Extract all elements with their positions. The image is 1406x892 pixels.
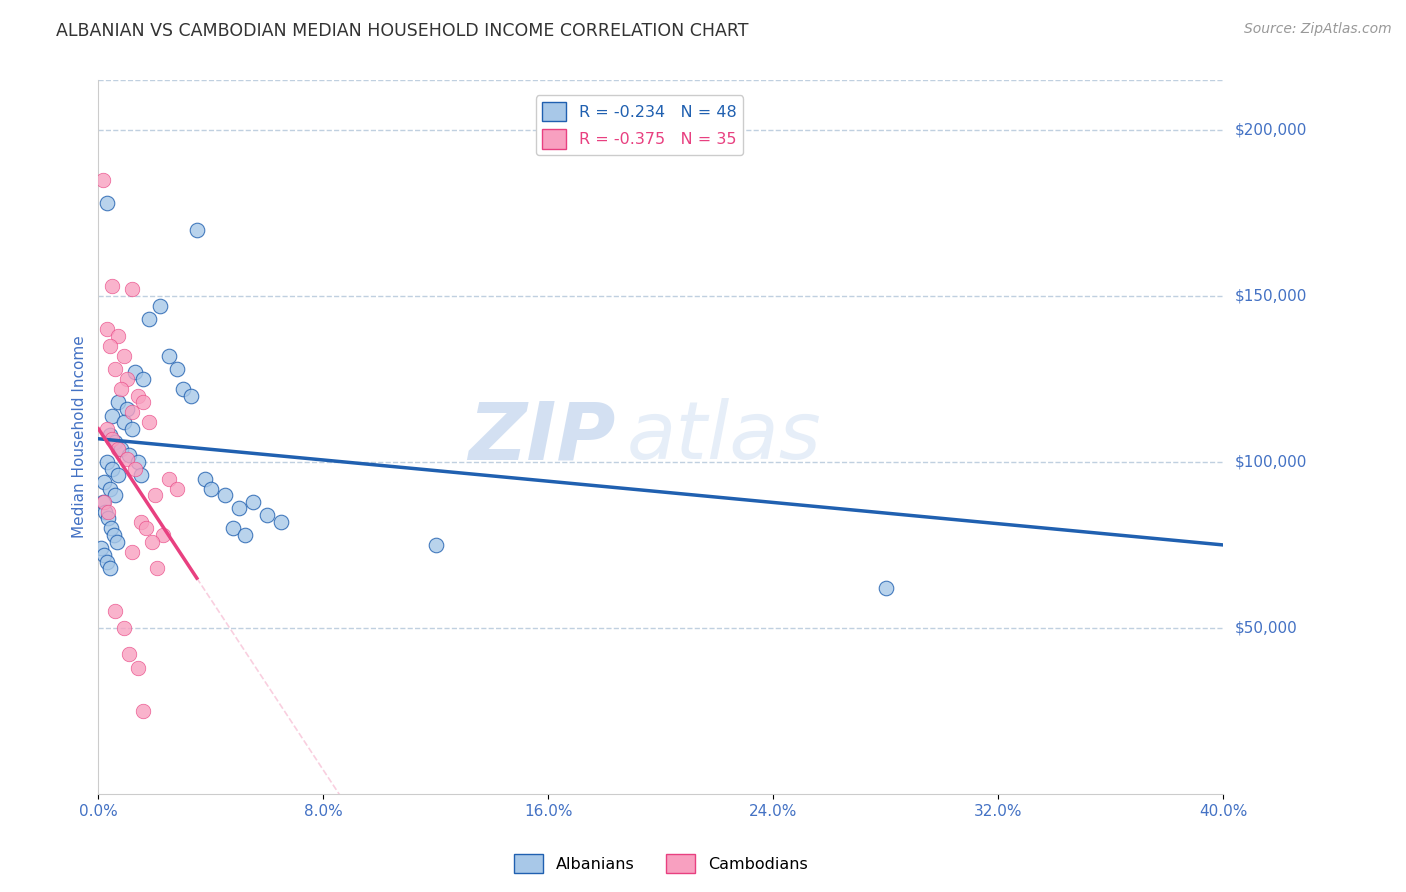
Point bbox=[875, 581, 897, 595]
Point bbox=[152, 528, 174, 542]
Point bbox=[127, 455, 149, 469]
Point bbox=[98, 561, 121, 575]
Point bbox=[93, 548, 115, 562]
Point bbox=[166, 362, 188, 376]
Point bbox=[112, 621, 135, 635]
Point bbox=[112, 349, 135, 363]
Point bbox=[186, 222, 208, 236]
Point bbox=[135, 521, 157, 535]
Point bbox=[157, 349, 180, 363]
Point bbox=[222, 521, 245, 535]
Point bbox=[104, 604, 127, 618]
Text: $100,000: $100,000 bbox=[1234, 454, 1306, 469]
Point bbox=[180, 388, 202, 402]
Point bbox=[107, 329, 129, 343]
Point bbox=[124, 365, 146, 379]
Point bbox=[228, 501, 250, 516]
Point bbox=[90, 541, 112, 556]
Point bbox=[110, 382, 132, 396]
Point bbox=[101, 432, 124, 446]
Point bbox=[91, 173, 114, 187]
Text: $200,000: $200,000 bbox=[1234, 122, 1306, 137]
Point bbox=[98, 482, 121, 496]
Point bbox=[194, 472, 217, 486]
Point bbox=[104, 488, 127, 502]
Point bbox=[110, 442, 132, 456]
Point bbox=[96, 455, 118, 469]
Point bbox=[103, 528, 125, 542]
Point bbox=[157, 472, 180, 486]
Point bbox=[96, 322, 118, 336]
Point bbox=[115, 401, 138, 416]
Point bbox=[138, 312, 160, 326]
Point bbox=[107, 468, 129, 483]
Point bbox=[98, 339, 121, 353]
Point bbox=[172, 382, 194, 396]
Text: ZIP: ZIP bbox=[468, 398, 616, 476]
Point bbox=[129, 515, 152, 529]
Point bbox=[143, 488, 166, 502]
Point bbox=[166, 482, 188, 496]
Point bbox=[233, 528, 256, 542]
Point bbox=[104, 362, 127, 376]
Point bbox=[97, 511, 120, 525]
Point bbox=[107, 442, 129, 456]
Point bbox=[118, 648, 141, 662]
Point bbox=[93, 495, 115, 509]
Point bbox=[101, 409, 124, 423]
Point bbox=[118, 448, 141, 462]
Point bbox=[96, 196, 118, 211]
Point bbox=[132, 372, 155, 386]
Point bbox=[115, 451, 138, 466]
Point bbox=[115, 372, 138, 386]
Point bbox=[138, 415, 160, 429]
Point bbox=[242, 495, 264, 509]
Point bbox=[200, 482, 222, 496]
Y-axis label: Median Household Income: Median Household Income bbox=[72, 335, 87, 539]
Point bbox=[270, 515, 292, 529]
Text: $150,000: $150,000 bbox=[1234, 288, 1306, 303]
Point bbox=[256, 508, 278, 522]
Point bbox=[98, 428, 121, 442]
Point bbox=[121, 422, 143, 436]
Point bbox=[112, 415, 135, 429]
Point bbox=[104, 435, 127, 450]
Point bbox=[97, 505, 120, 519]
Legend: Albanians, Cambodians: Albanians, Cambodians bbox=[508, 847, 814, 880]
Point bbox=[132, 704, 155, 718]
Point bbox=[121, 544, 143, 558]
Text: Source: ZipAtlas.com: Source: ZipAtlas.com bbox=[1244, 22, 1392, 37]
Legend: R = -0.234   N = 48, R = -0.375   N = 35: R = -0.234 N = 48, R = -0.375 N = 35 bbox=[536, 95, 742, 155]
Point bbox=[149, 299, 172, 313]
Point bbox=[91, 495, 114, 509]
Point bbox=[100, 521, 122, 535]
Point bbox=[425, 538, 447, 552]
Point bbox=[141, 534, 163, 549]
Point bbox=[124, 461, 146, 475]
Point bbox=[214, 488, 236, 502]
Text: atlas: atlas bbox=[627, 398, 823, 476]
Point bbox=[146, 561, 169, 575]
Point bbox=[127, 661, 149, 675]
Point bbox=[107, 395, 129, 409]
Point bbox=[127, 388, 149, 402]
Point bbox=[101, 279, 124, 293]
Text: $50,000: $50,000 bbox=[1234, 621, 1298, 635]
Point bbox=[96, 555, 118, 569]
Point bbox=[105, 534, 128, 549]
Text: ALBANIAN VS CAMBODIAN MEDIAN HOUSEHOLD INCOME CORRELATION CHART: ALBANIAN VS CAMBODIAN MEDIAN HOUSEHOLD I… bbox=[56, 22, 749, 40]
Point bbox=[121, 405, 143, 419]
Point bbox=[93, 475, 115, 489]
Point bbox=[96, 422, 118, 436]
Point bbox=[101, 461, 124, 475]
Point bbox=[132, 395, 155, 409]
Point bbox=[94, 505, 117, 519]
Point bbox=[121, 282, 143, 296]
Point bbox=[129, 468, 152, 483]
